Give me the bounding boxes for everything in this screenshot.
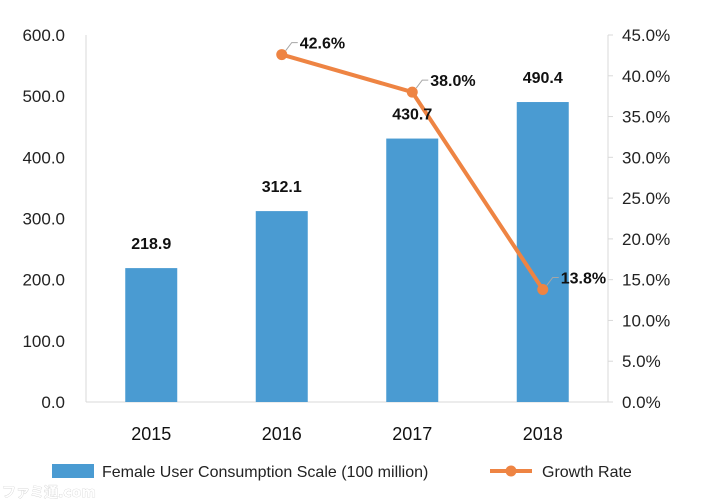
label-leader-line xyxy=(285,42,298,51)
x-tick-label: 2015 xyxy=(131,424,171,444)
label-leader-line xyxy=(546,276,559,286)
x-tick-label: 2018 xyxy=(523,424,563,444)
right-tick-label: 10.0% xyxy=(622,311,670,330)
watermark-text: ファミ通.com xyxy=(2,485,96,500)
label-leader-line xyxy=(415,79,429,89)
bar-value-label: 430.7 xyxy=(392,107,432,124)
right-tick-label: 20.0% xyxy=(622,230,670,249)
legend-bar-label: Female User Consumption Scale (100 milli… xyxy=(102,464,428,481)
line-marker xyxy=(406,86,418,98)
x-tick-label: 2016 xyxy=(262,424,302,444)
left-tick-label: 200.0 xyxy=(22,271,65,290)
right-tick-label: 5.0% xyxy=(622,352,661,371)
right-tick-label: 25.0% xyxy=(622,189,670,208)
right-tick-label: 45.0% xyxy=(622,26,670,45)
data-labels: 218.9 312.1 430.7 490.4 42.6% 38.0% 13.8% xyxy=(131,36,606,288)
bar xyxy=(255,211,308,402)
left-tick-label: 400.0 xyxy=(22,148,65,167)
line-marker xyxy=(276,49,288,61)
line-value-label: 42.6% xyxy=(300,36,345,53)
line-series xyxy=(276,49,549,295)
bar-value-label: 312.1 xyxy=(262,179,302,196)
left-tick-label: 100.0 xyxy=(22,332,65,351)
bar xyxy=(516,102,569,402)
bar-series xyxy=(125,102,569,402)
right-tick-label: 0.0% xyxy=(622,393,661,412)
bar-value-label: 218.9 xyxy=(131,236,171,253)
line-marker xyxy=(537,283,549,295)
watermark-logo: ファミ通.com xyxy=(2,485,96,500)
legend-line-label: Growth Rate xyxy=(542,464,632,481)
left-tick-label: 600.0 xyxy=(22,26,65,45)
bar-value-label: 490.4 xyxy=(523,70,563,87)
legend-bar-swatch xyxy=(52,464,94,478)
left-tick-label: 500.0 xyxy=(22,87,65,106)
axes: 0.0 100.0 200.0 300.0 400.0 500.0 600.0 0.0% 5.0… xyxy=(22,26,670,444)
right-tick-label: 15.0% xyxy=(622,271,670,290)
line-value-label: 38.0% xyxy=(430,73,475,90)
line-value-label: 13.8% xyxy=(561,270,606,287)
left-tick-label: 0.0 xyxy=(41,393,65,412)
right-tick-label: 40.0% xyxy=(622,67,670,86)
bar xyxy=(125,268,178,402)
legend: Female User Consumption Scale (100 milli… xyxy=(52,464,632,481)
x-tick-label: 2017 xyxy=(392,424,432,444)
right-tick-label: 30.0% xyxy=(622,148,670,167)
legend-line-marker xyxy=(505,465,517,477)
bar xyxy=(386,138,439,402)
left-tick-label: 300.0 xyxy=(22,210,65,229)
right-tick-label: 35.0% xyxy=(622,108,670,127)
